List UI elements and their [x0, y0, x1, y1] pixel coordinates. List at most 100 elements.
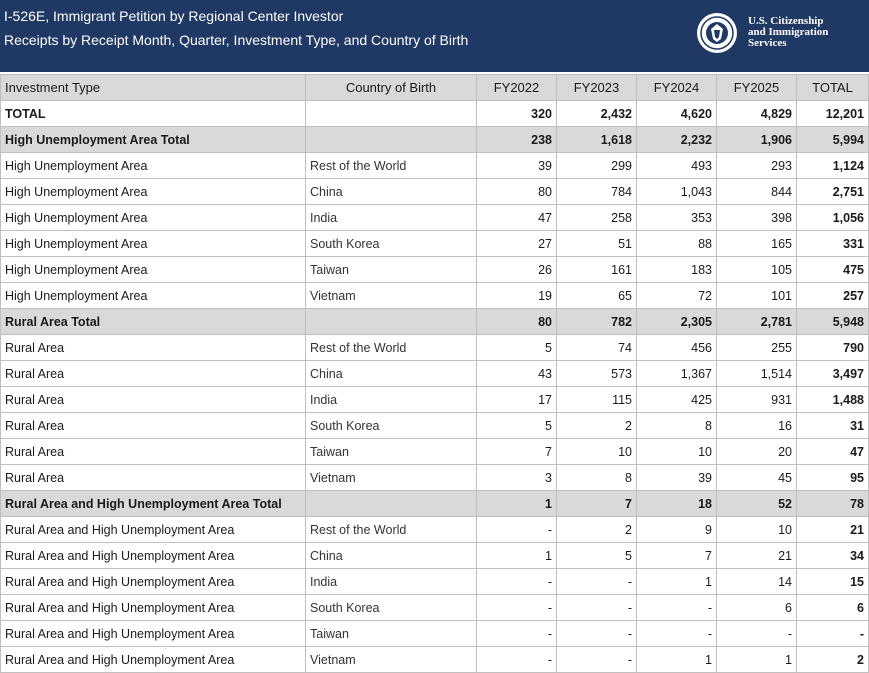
value-cell: 257 — [796, 282, 869, 309]
value-cell: 1,514 — [716, 360, 797, 387]
table-row: High Unemployment Area Rest of the World 3… — [0, 152, 869, 179]
value-cell: 31 — [796, 412, 869, 439]
value-cell: - — [476, 594, 557, 621]
value-cell: 19 — [476, 282, 557, 309]
table-row: High Unemployment Area Total 238 1,618 2,23… — [0, 126, 869, 153]
country-cell: Rest of the World — [305, 334, 477, 361]
investment-type-cell: Rural Area and High Unemployment Area — [0, 646, 306, 673]
value-cell: 12,201 — [796, 100, 869, 127]
value-cell: 425 — [636, 386, 717, 413]
country-cell: China — [305, 178, 477, 205]
value-cell: 255 — [716, 334, 797, 361]
value-cell: 78 — [796, 490, 869, 517]
value-cell: 331 — [796, 230, 869, 257]
investment-type-cell: Rural Area — [0, 386, 306, 413]
country-cell — [305, 126, 477, 153]
column-header: FY2025 — [716, 74, 797, 101]
investment-type-cell: Rural Area and High Unemployment Area — [0, 594, 306, 621]
agency-logo-text: U.S. Citizenship and Immigration Service… — [748, 16, 828, 49]
value-cell: 398 — [716, 204, 797, 231]
investment-type-cell: Rural Area — [0, 438, 306, 465]
value-cell: 2,305 — [636, 308, 717, 335]
country-cell: Vietnam — [305, 646, 477, 673]
country-cell: Taiwan — [305, 438, 477, 465]
country-cell — [305, 308, 477, 335]
investment-type-cell: Rural Area — [0, 334, 306, 361]
value-cell: 115 — [556, 386, 637, 413]
value-cell: 573 — [556, 360, 637, 387]
column-header: FY2023 — [556, 74, 637, 101]
country-cell: Rest of the World — [305, 516, 477, 543]
table-row: Rural Area and High Unemployment Area Tai… — [0, 620, 869, 647]
investment-type-cell: High Unemployment Area — [0, 204, 306, 231]
value-cell: 95 — [796, 464, 869, 491]
value-cell: 320 — [476, 100, 557, 127]
value-cell: 161 — [556, 256, 637, 283]
value-cell: 784 — [556, 178, 637, 205]
value-cell: - — [476, 620, 557, 647]
table-row: High Unemployment Area South Korea 27 51 88 1… — [0, 230, 869, 257]
value-cell: 1 — [476, 542, 557, 569]
value-cell: 1,488 — [796, 386, 869, 413]
value-cell: 51 — [556, 230, 637, 257]
column-header: Country of Birth — [305, 74, 477, 101]
value-cell: 21 — [796, 516, 869, 543]
value-cell: 5 — [476, 412, 557, 439]
table-row: High Unemployment Area China 80 784 1,043 844… — [0, 178, 869, 205]
investment-type-cell: Rural Area and High Unemployment Area To… — [0, 490, 306, 517]
country-cell — [305, 490, 477, 517]
value-cell: - — [476, 646, 557, 673]
agency-logo-line: Services — [748, 37, 787, 49]
value-cell: - — [556, 568, 637, 595]
investment-type-cell: Rural Area and High Unemployment Area — [0, 516, 306, 543]
value-cell: 2,432 — [556, 100, 637, 127]
value-cell: 74 — [556, 334, 637, 361]
value-cell: - — [476, 516, 557, 543]
value-cell: - — [636, 620, 717, 647]
value-cell: 6 — [796, 594, 869, 621]
value-cell: 88 — [636, 230, 717, 257]
value-cell: 238 — [476, 126, 557, 153]
value-cell: 931 — [716, 386, 797, 413]
value-cell: 2 — [796, 646, 869, 673]
country-cell: India — [305, 568, 477, 595]
value-cell: 5,994 — [796, 126, 869, 153]
value-cell: 844 — [716, 178, 797, 205]
value-cell: 10 — [556, 438, 637, 465]
value-cell: 1,056 — [796, 204, 869, 231]
value-cell: 299 — [556, 152, 637, 179]
table-row: Rural Area and High Unemployment Area Vie… — [0, 646, 869, 673]
report-subtitle: Receipts by Receipt Month, Quarter, Inve… — [4, 32, 469, 48]
value-cell: 8 — [556, 464, 637, 491]
value-cell: 18 — [636, 490, 717, 517]
country-cell: China — [305, 542, 477, 569]
value-cell: 2,781 — [716, 308, 797, 335]
value-cell: 2,751 — [796, 178, 869, 205]
value-cell: - — [796, 620, 869, 647]
report-title: I-526E, Immigrant Petition by Regional C… — [4, 8, 344, 24]
value-cell: 14 — [716, 568, 797, 595]
investment-type-cell: High Unemployment Area — [0, 152, 306, 179]
value-cell: - — [476, 568, 557, 595]
value-cell: 1 — [476, 490, 557, 517]
country-cell: India — [305, 386, 477, 413]
country-cell: Taiwan — [305, 256, 477, 283]
table-row: Rural Area and High Unemployment Area Ind… — [0, 568, 869, 595]
column-header: FY2022 — [476, 74, 557, 101]
value-cell: 10 — [716, 516, 797, 543]
column-header: Investment Type — [0, 74, 306, 101]
value-cell: 790 — [796, 334, 869, 361]
table-row: Rural Area and High Unemployment Area Sou… — [0, 594, 869, 621]
value-cell: 65 — [556, 282, 637, 309]
table-row: Rural Area and High Unemployment Area Chi… — [0, 542, 869, 569]
value-cell: 1 — [636, 568, 717, 595]
investment-type-cell: High Unemployment Area — [0, 256, 306, 283]
value-cell: 80 — [476, 178, 557, 205]
value-cell: - — [716, 620, 797, 647]
value-cell: 782 — [556, 308, 637, 335]
value-cell: 105 — [716, 256, 797, 283]
country-cell: India — [305, 204, 477, 231]
column-header: FY2024 — [636, 74, 717, 101]
value-cell: 52 — [716, 490, 797, 517]
investment-type-cell: Rural Area — [0, 412, 306, 439]
